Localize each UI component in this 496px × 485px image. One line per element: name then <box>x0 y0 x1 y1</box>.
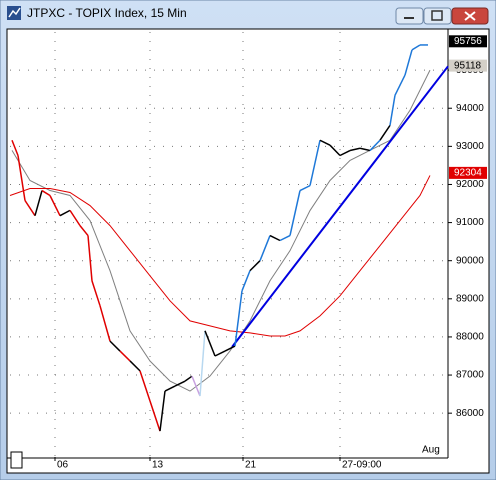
price-tag-label: 95756 <box>454 36 482 47</box>
price-segment <box>24 200 36 217</box>
annotation: Aug <box>422 445 440 456</box>
y-tick-label: 92000 <box>456 179 484 190</box>
price-segment <box>34 190 43 216</box>
price-segment <box>99 305 111 342</box>
price-segment <box>191 375 201 397</box>
price-segment <box>309 140 321 186</box>
price-segment <box>339 149 351 157</box>
y-tick-label: 87000 <box>456 370 484 381</box>
app-icon-glyph <box>8 7 21 18</box>
price-tag <box>449 59 487 72</box>
y-tick-label: 88000 <box>456 332 484 343</box>
price-segment <box>389 95 396 126</box>
price-segment <box>139 370 151 402</box>
price-tag-label: 95118 <box>454 60 482 71</box>
price-segment <box>411 44 421 51</box>
price-segment <box>289 190 301 236</box>
window-title: JTPXC - TOPIX Index, 15 Min <box>27 6 187 20</box>
x-tick-label: 06 <box>57 460 69 471</box>
price-segment <box>379 124 391 141</box>
maximize-button[interactable] <box>423 7 452 25</box>
y-tick-label: 94000 <box>456 103 484 114</box>
y-tick-label: 90000 <box>456 255 484 266</box>
price-segment <box>269 234 281 242</box>
price-segment <box>369 139 381 152</box>
x-tick-label: 13 <box>152 460 164 471</box>
price-segment <box>79 225 89 237</box>
line-series <box>11 69 431 392</box>
price-segment <box>241 270 251 292</box>
minimize-button[interactable] <box>395 7 424 25</box>
price-segment <box>17 155 26 201</box>
price-segment <box>234 290 243 347</box>
price-segment <box>394 74 406 96</box>
price-tag-label: 92304 <box>454 168 482 179</box>
price-segment <box>299 184 311 192</box>
price-segment <box>359 147 371 152</box>
price-segment <box>87 235 93 281</box>
price-segment <box>149 400 161 432</box>
y-tick-label: 91000 <box>456 217 484 228</box>
line-series <box>9 175 431 337</box>
price-segment <box>164 385 176 392</box>
price-tag <box>449 166 487 179</box>
line-series <box>231 65 449 348</box>
price-segment <box>259 235 271 261</box>
price-segment <box>69 209 81 227</box>
price-segment <box>11 139 19 156</box>
y-tick-label: 89000 <box>456 293 484 304</box>
price-segment <box>119 350 131 362</box>
chart-panel <box>6 28 490 474</box>
price-segment <box>249 260 261 272</box>
price-segment <box>49 195 61 217</box>
close-glyph <box>464 11 476 21</box>
price-segment <box>319 139 331 146</box>
price-segment <box>279 234 291 242</box>
price-segment <box>404 49 413 76</box>
price-segment <box>214 350 226 357</box>
price-segment <box>129 360 141 372</box>
price-segment <box>174 380 186 387</box>
price-segment <box>184 375 193 382</box>
y-tick-label: 93000 <box>456 141 484 152</box>
scroll-box[interactable] <box>10 451 23 469</box>
price-segment <box>41 189 51 197</box>
price-segment <box>109 340 121 352</box>
price-segment <box>204 330 216 357</box>
x-tick-label: 27-09:00 <box>342 460 382 471</box>
minimize-glyph <box>404 17 414 19</box>
price-segment <box>349 147 361 152</box>
y-tick-label: 86000 <box>456 408 484 419</box>
price-segment <box>159 390 166 432</box>
price-segment <box>199 330 206 397</box>
x-tick-label: 21 <box>245 460 257 471</box>
price-tag <box>449 35 487 48</box>
price-segment <box>59 209 71 217</box>
price-segment <box>91 280 101 306</box>
price-segment <box>329 144 341 157</box>
price-segment <box>224 345 236 352</box>
maximize-glyph <box>431 10 443 21</box>
